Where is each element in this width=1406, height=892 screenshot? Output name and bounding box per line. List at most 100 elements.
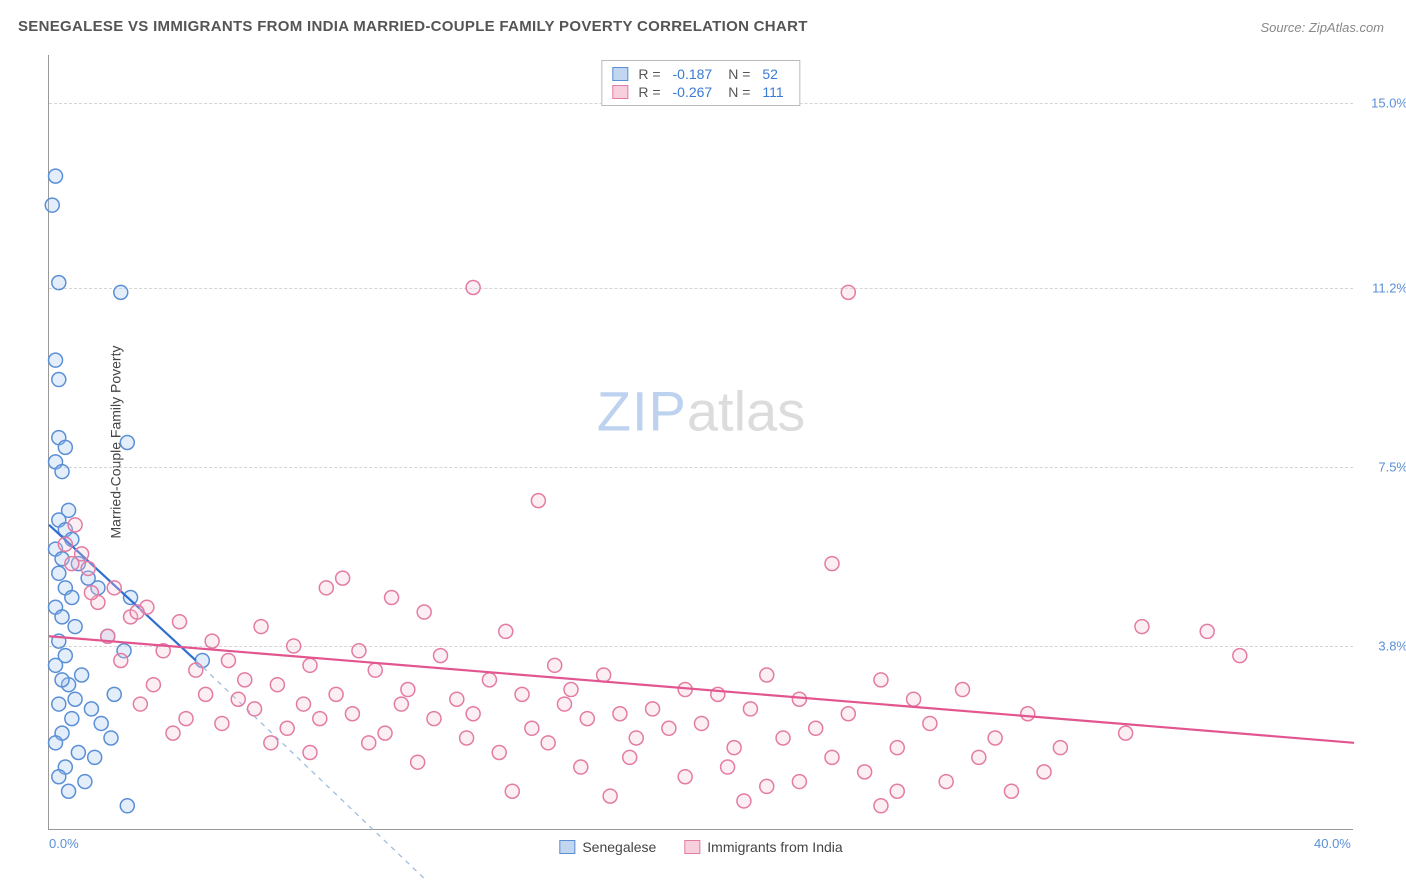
data-point	[65, 712, 79, 726]
data-point	[71, 746, 85, 760]
data-point	[401, 683, 415, 697]
data-point	[65, 557, 79, 571]
data-point	[215, 716, 229, 730]
data-point	[557, 697, 571, 711]
y-tick-label: 3.8%	[1378, 638, 1406, 653]
data-point	[727, 741, 741, 755]
plot-area: Married-Couple Family Poverty ZIPatlas 3…	[48, 55, 1353, 830]
data-point	[988, 731, 1002, 745]
data-point	[541, 736, 555, 750]
data-point	[49, 353, 63, 367]
data-point	[238, 673, 252, 687]
data-point	[792, 775, 806, 789]
y-tick-label: 15.0%	[1371, 96, 1406, 111]
data-point	[68, 692, 82, 706]
data-point	[743, 702, 757, 716]
data-point	[492, 746, 506, 760]
legend-item: Senegalese	[559, 839, 656, 855]
data-point	[531, 494, 545, 508]
x-tick-label: 0.0%	[49, 836, 79, 851]
data-point	[280, 721, 294, 735]
data-point	[336, 571, 350, 585]
data-point	[695, 716, 709, 730]
chart-title: SENEGALESE VS IMMIGRANTS FROM INDIA MARR…	[18, 18, 808, 35]
data-point	[270, 678, 284, 692]
data-point	[319, 581, 333, 595]
data-point	[55, 465, 69, 479]
y-tick-label: 7.5%	[1378, 459, 1406, 474]
data-point	[776, 731, 790, 745]
data-point	[1053, 741, 1067, 755]
data-point	[466, 707, 480, 721]
data-point	[505, 784, 519, 798]
legend-item: Immigrants from India	[684, 839, 842, 855]
x-tick-label: 40.0%	[1314, 836, 1351, 851]
source-attribution: Source: ZipAtlas.com	[1260, 20, 1384, 35]
data-point	[841, 285, 855, 299]
bottom-legend: Senegalese Immigrants from India	[559, 839, 842, 855]
data-point	[623, 750, 637, 764]
data-point	[221, 653, 235, 667]
y-tick-label: 11.2%	[1372, 280, 1406, 295]
data-point	[352, 644, 366, 658]
data-point	[173, 615, 187, 629]
data-point	[450, 692, 464, 706]
data-point	[939, 775, 953, 789]
data-point	[303, 658, 317, 672]
data-point	[482, 673, 496, 687]
data-point	[362, 736, 376, 750]
data-point	[345, 707, 359, 721]
data-point	[166, 726, 180, 740]
data-point	[792, 692, 806, 706]
data-point	[427, 712, 441, 726]
data-point	[55, 673, 69, 687]
swatch-icon	[684, 840, 700, 854]
data-point	[62, 784, 76, 798]
data-point	[68, 518, 82, 532]
data-point	[296, 697, 310, 711]
data-point	[124, 591, 138, 605]
data-point	[841, 707, 855, 721]
data-point	[58, 537, 72, 551]
data-point	[1135, 620, 1149, 634]
data-point	[597, 668, 611, 682]
legend-label: Immigrants from India	[707, 839, 842, 855]
data-point	[874, 799, 888, 813]
data-point	[231, 692, 245, 706]
data-point	[874, 673, 888, 687]
data-point	[411, 755, 425, 769]
data-point	[199, 687, 213, 701]
data-point	[972, 750, 986, 764]
swatch-icon	[559, 840, 575, 854]
data-point	[146, 678, 160, 692]
data-point	[809, 721, 823, 735]
data-point	[52, 697, 66, 711]
data-point	[107, 687, 121, 701]
data-point	[88, 750, 102, 764]
data-point	[45, 198, 59, 212]
data-point	[385, 591, 399, 605]
data-point	[133, 697, 147, 711]
data-point	[890, 784, 904, 798]
data-point	[81, 561, 95, 575]
data-point	[264, 736, 278, 750]
stats-legend-box: R =-0.187N =52R =-0.267N =111	[601, 60, 800, 106]
stat-n-value: 52	[762, 66, 778, 82]
data-point	[737, 794, 751, 808]
stat-r-value: -0.267	[673, 84, 713, 100]
data-point	[1119, 726, 1133, 740]
data-point	[368, 663, 382, 677]
data-point	[55, 610, 69, 624]
data-point	[84, 586, 98, 600]
data-point	[179, 712, 193, 726]
data-point	[1004, 784, 1018, 798]
data-point	[580, 712, 594, 726]
data-point	[205, 634, 219, 648]
data-point	[890, 741, 904, 755]
data-point	[646, 702, 660, 716]
data-point	[49, 658, 63, 672]
data-point	[466, 281, 480, 295]
stat-n-label: N =	[728, 66, 750, 82]
data-point	[499, 624, 513, 638]
data-point	[525, 721, 539, 735]
